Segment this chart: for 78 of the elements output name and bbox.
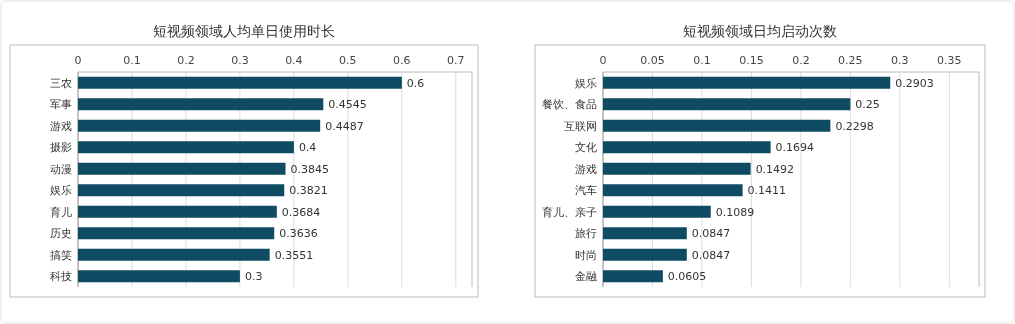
bar — [603, 141, 771, 154]
bar — [603, 98, 851, 111]
bar — [78, 76, 402, 89]
x-tick-label: 0 — [599, 54, 607, 67]
y-tick-label: 历史 — [50, 227, 72, 241]
data-label: 0.0605 — [667, 270, 707, 284]
y-tick-label: 搞笑 — [50, 248, 72, 262]
x-tick-label: 0.3 — [231, 54, 249, 67]
y-tick-label: 金融 — [575, 270, 597, 284]
y-tick-label: 三农 — [50, 76, 72, 90]
bar — [78, 119, 321, 132]
y-tick-label: 旅行 — [575, 227, 597, 241]
y-tick-label: 游戏 — [575, 162, 597, 176]
bar — [78, 141, 294, 154]
bar — [603, 162, 751, 175]
data-label: 0.1411 — [747, 184, 787, 198]
x-tick-label: 0.1 — [693, 54, 711, 67]
y-tick-label: 动漫 — [50, 162, 72, 176]
x-tick-label: 0.5 — [339, 54, 357, 67]
data-label: 0.0847 — [691, 248, 731, 262]
data-label: 0.0847 — [691, 227, 731, 241]
data-label: 0.3845 — [290, 162, 330, 176]
bar — [603, 227, 687, 240]
bar — [603, 76, 891, 89]
data-label: 0.3 — [244, 270, 263, 284]
bar — [78, 184, 285, 197]
bar — [603, 270, 663, 283]
y-tick-label: 游戏 — [50, 119, 72, 133]
data-label: 0.4487 — [325, 119, 364, 133]
bar — [78, 162, 286, 175]
data-label: 0.1694 — [775, 141, 815, 155]
x-tick-label: 0.4 — [285, 54, 303, 67]
y-tick-label: 科技 — [50, 270, 72, 284]
bar — [603, 119, 831, 132]
data-label: 0.3684 — [281, 205, 321, 219]
x-tick-label: 0.1 — [123, 54, 141, 67]
x-tick-label: 0.05 — [640, 54, 665, 67]
x-tick-label: 0.2 — [792, 54, 810, 67]
data-label: 0.2903 — [895, 76, 934, 90]
data-label: 0.4 — [298, 141, 317, 155]
y-tick-label: 育儿、亲子 — [542, 205, 597, 219]
bar — [78, 205, 277, 218]
y-tick-label: 汽车 — [575, 184, 597, 198]
data-label: 0.1492 — [755, 162, 795, 176]
data-label: 0.3821 — [289, 184, 328, 198]
x-tick-label: 0.25 — [838, 54, 863, 67]
x-tick-label: 0.2 — [177, 54, 195, 67]
x-tick-label: 0.3 — [891, 54, 909, 67]
data-label: 0.1089 — [715, 205, 755, 219]
y-tick-label: 时尚 — [575, 248, 597, 262]
y-tick-label: 军事 — [50, 98, 72, 112]
bar — [603, 205, 711, 218]
x-tick-label: 0.35 — [937, 54, 962, 67]
data-label: 0.6 — [406, 76, 425, 90]
data-label: 0.25 — [855, 98, 880, 112]
y-tick-label: 娱乐 — [50, 184, 72, 198]
y-tick-label: 文化 — [575, 141, 597, 155]
bar — [603, 184, 743, 197]
y-tick-label: 餐饮、食品 — [542, 98, 597, 112]
chart-title: 短视频领域日均启动次数 — [683, 23, 837, 39]
data-label: 0.2298 — [835, 119, 874, 133]
x-tick-label: 0 — [74, 54, 82, 67]
y-tick-label: 育儿 — [50, 205, 72, 219]
x-tick-label: 0.6 — [393, 54, 411, 67]
x-tick-label: 0.7 — [447, 54, 465, 67]
data-label: 0.4545 — [328, 98, 367, 112]
bar — [78, 227, 275, 240]
y-tick-label: 摄影 — [50, 141, 72, 155]
data-label: 0.3636 — [279, 227, 318, 241]
bar — [603, 248, 687, 261]
y-tick-label: 娱乐 — [575, 76, 597, 90]
bar — [78, 270, 240, 283]
bar — [78, 248, 270, 261]
bar — [78, 98, 324, 111]
x-tick-label: 0.15 — [739, 54, 764, 67]
chart-title: 短视频领域人均单日使用时长 — [153, 23, 335, 39]
y-tick-label: 互联网 — [564, 119, 597, 133]
data-label: 0.3551 — [274, 248, 314, 262]
